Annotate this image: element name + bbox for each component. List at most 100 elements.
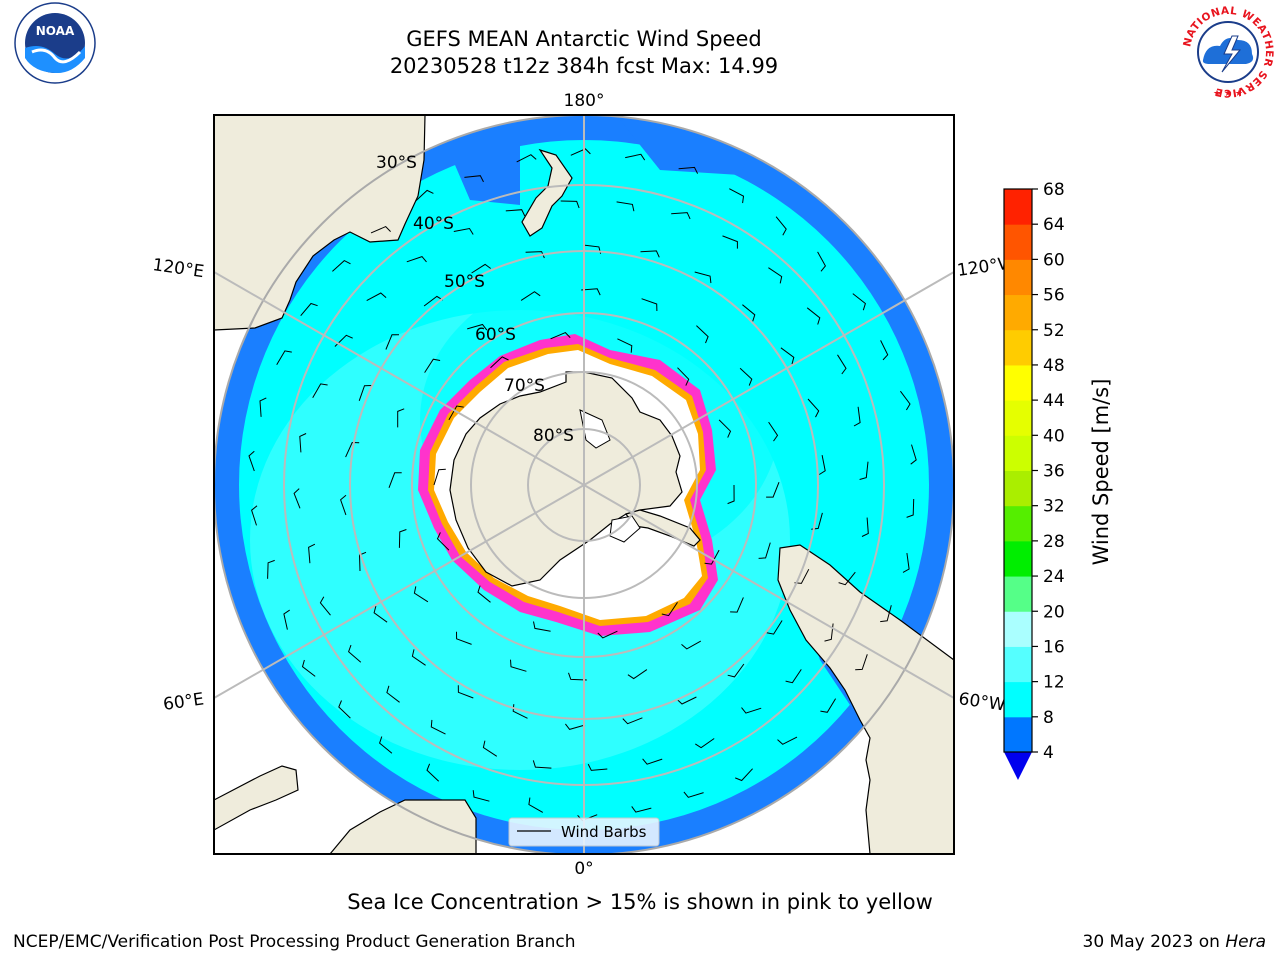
wind-barb <box>373 605 388 623</box>
wind-barb <box>641 298 658 312</box>
wind-barb <box>735 768 753 782</box>
colorbar-swatch <box>1004 224 1032 260</box>
wind-barb <box>528 797 544 813</box>
wind-barb <box>642 758 663 765</box>
wind-barb <box>385 334 400 350</box>
wind-barb <box>727 663 745 678</box>
map-frame <box>213 114 955 855</box>
colorbar-tick-label: 20 <box>1043 602 1065 622</box>
colorbar-tick-label: 12 <box>1043 673 1065 693</box>
wind-barb <box>622 717 643 725</box>
madagascar-land <box>214 765 299 831</box>
colorbar-tick-label: 40 <box>1043 426 1065 446</box>
colorbar-swatch <box>1004 189 1032 225</box>
wind-barb <box>785 669 802 684</box>
wind-barb <box>366 292 387 302</box>
wind-barb <box>616 201 635 212</box>
wind-barb <box>358 385 372 401</box>
wind-barb <box>397 408 405 428</box>
wind-barb <box>467 323 488 331</box>
wind-barb <box>806 307 821 325</box>
colorbar-tick-label: 48 <box>1043 356 1065 376</box>
wind-barb <box>386 685 400 703</box>
wind-barb <box>727 484 735 505</box>
wind-barb <box>597 630 618 639</box>
wind-barb <box>718 419 732 438</box>
wind-barb <box>448 405 464 421</box>
wind-barb <box>338 700 351 719</box>
wind-barb <box>430 719 446 735</box>
colorbar-tick-label: 28 <box>1043 532 1065 552</box>
wind-barb <box>411 649 426 666</box>
wind-barb <box>678 166 699 174</box>
wind-barb <box>520 291 541 301</box>
wind-barbs <box>248 148 917 822</box>
new-zealand-land <box>521 148 573 237</box>
wind-barb <box>406 256 427 263</box>
wind-barb <box>741 707 762 714</box>
wind-barb <box>259 397 267 417</box>
colorbar-tick-label: 60 <box>1043 250 1065 270</box>
wind-barb <box>852 293 866 311</box>
wind-barb <box>739 367 753 386</box>
wind-barb <box>766 482 780 498</box>
colorbar-swatch <box>1004 681 1032 718</box>
colorbar-tick-label: 44 <box>1043 391 1065 411</box>
lat-label: 50°S <box>444 272 485 292</box>
wind-barb <box>312 383 328 399</box>
wind-barb <box>730 597 744 613</box>
wind-barb <box>550 332 571 340</box>
wind-barb <box>855 654 868 671</box>
wind-barb <box>758 542 771 559</box>
colorbar-swatch <box>1004 294 1032 331</box>
colorbar-tick-label: 16 <box>1043 637 1065 657</box>
wind-barb <box>780 347 795 365</box>
colorbar-tick-label: 56 <box>1043 286 1065 306</box>
wind-barb <box>671 212 691 220</box>
wind-barb <box>676 696 697 705</box>
colorbar-tick-label: 4 <box>1043 743 1054 763</box>
colorbar-tick-label: 68 <box>1043 180 1065 200</box>
lat-label: 80°S <box>533 426 574 446</box>
footer-machine: Hera <box>1225 932 1266 952</box>
lon-label-bottom: 0° <box>574 859 593 879</box>
colorbar-tick-label: 24 <box>1043 567 1065 587</box>
wind-barb <box>838 571 856 586</box>
wind-barb <box>532 760 552 769</box>
wind-barb <box>424 358 441 373</box>
wind-barb <box>820 698 837 713</box>
footer-date-text: 30 May 2023 on <box>1082 932 1226 952</box>
wind-barb <box>631 806 652 813</box>
colorbar-swatch <box>1004 400 1032 436</box>
wind-barb <box>415 189 434 202</box>
wind-barb <box>525 251 545 259</box>
wind-barb <box>482 740 498 757</box>
colorbar-swatch <box>1004 364 1032 401</box>
wind-barb <box>457 685 474 699</box>
wind-barb <box>766 620 783 635</box>
colorbar-tick-label: 8 <box>1043 708 1054 728</box>
wind-barb <box>319 596 331 616</box>
wind-barb <box>267 559 275 579</box>
lat-label: 70°S <box>504 376 545 396</box>
wind-barb <box>340 494 347 516</box>
wind-barb <box>477 585 491 603</box>
wind-barb <box>464 175 484 183</box>
wind-barb <box>301 659 316 677</box>
wind-barb <box>345 441 360 458</box>
wind-barb <box>472 790 490 802</box>
lat-label: 40°S <box>413 214 454 234</box>
wind-barb <box>722 235 738 249</box>
wind-barb <box>768 421 779 442</box>
wind-barb <box>379 736 393 754</box>
wind-barb <box>560 200 580 209</box>
noaa-logo-text: NOAA <box>36 24 75 38</box>
wind-barb <box>819 455 826 475</box>
wind-barb <box>617 338 633 353</box>
wind-barb <box>293 488 301 509</box>
wind-barb <box>426 763 440 782</box>
wind-barb <box>565 723 586 730</box>
wind-barb <box>777 736 798 745</box>
